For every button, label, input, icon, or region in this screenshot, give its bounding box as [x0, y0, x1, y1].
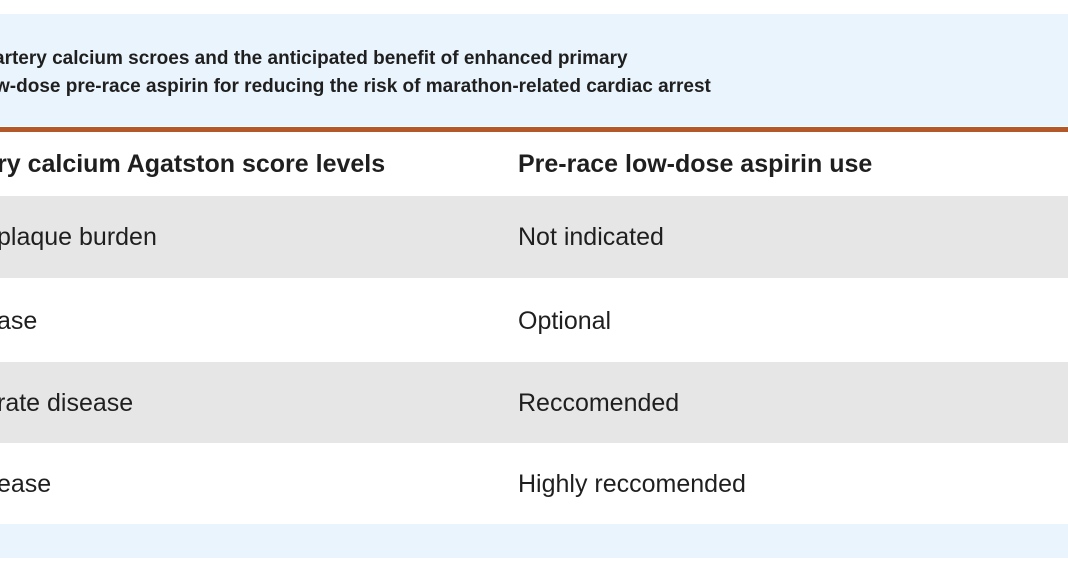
header-aspirin-use: Pre-race low-dose aspirin use	[518, 150, 873, 178]
row-score-level: ease	[0, 470, 52, 498]
table-row: rate disease Reccomended	[0, 362, 1068, 444]
row-aspirin-recommendation: Reccomended	[518, 389, 680, 417]
caption-line-2: w-dose pre-race aspirin for reducing the…	[0, 76, 711, 97]
table-row: ease Highly reccomended	[0, 443, 1068, 525]
table-caption: artery calcium scroes and the anticipate…	[0, 14, 1068, 126]
row-score-level: plaque burden	[0, 223, 157, 251]
header-divider	[0, 127, 1068, 132]
table-row: ase Optional	[0, 280, 1068, 362]
row-aspirin-recommendation: Not indicated	[518, 223, 664, 251]
row-score-level: ase	[0, 307, 38, 335]
row-aspirin-recommendation: Optional	[518, 307, 612, 335]
table-header: ry calcium Agatston score levels Pre-rac…	[0, 132, 1068, 196]
row-score-level: rate disease	[0, 389, 134, 417]
table-row: plaque burden Not indicated	[0, 196, 1068, 278]
row-aspirin-recommendation: Highly reccomended	[518, 470, 746, 498]
table-footer	[0, 524, 1068, 558]
caption-line-1: artery calcium scroes and the anticipate…	[0, 48, 628, 69]
header-calcium-score: ry calcium Agatston score levels	[0, 150, 386, 178]
